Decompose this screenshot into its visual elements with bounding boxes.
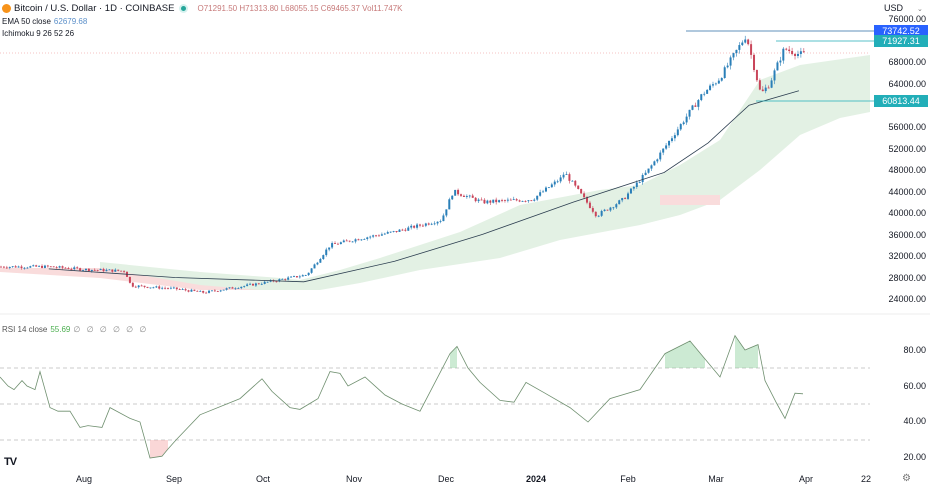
- high-label: H: [239, 4, 246, 13]
- rsi-line: [0, 334, 804, 459]
- rsi-tick: 20.00: [903, 452, 926, 462]
- time-tick: 2024: [525, 474, 547, 484]
- candlesticks: [0, 35, 805, 294]
- market-status-dot-icon: [181, 6, 187, 11]
- price-tick: 24000.00: [888, 294, 926, 304]
- price-tick: 40000.00: [888, 208, 926, 218]
- price-tag-resistance[interactable]: 71927.31: [874, 35, 928, 47]
- tradingview-logo[interactable]: TV: [4, 456, 17, 468]
- price-tick: 36000.00: [888, 230, 926, 240]
- currency-selector[interactable]: USD ⌄: [884, 3, 923, 13]
- open-value: 71291.50: [203, 4, 238, 13]
- price-tick: 64000.00: [888, 79, 926, 89]
- price-tag-support[interactable]: 60813.44: [874, 95, 928, 107]
- time-tick: Oct: [255, 474, 271, 484]
- price-tick: 68000.00: [888, 57, 926, 67]
- price-tag-high[interactable]: 73742.52: [874, 25, 928, 37]
- gear-icon[interactable]: ⚙: [902, 473, 911, 484]
- time-tick: Dec: [437, 474, 455, 484]
- rsi-fill: [150, 335, 758, 458]
- rsi-label: RSI 14 close: [2, 325, 48, 334]
- price-tick: 32000.00: [888, 251, 926, 261]
- rsi-tick: 60.00: [903, 381, 926, 391]
- ichimoku-cloud: [0, 55, 870, 290]
- price-tick: 48000.00: [888, 165, 926, 175]
- time-tick: Aug: [75, 474, 93, 484]
- price-tick: 44000.00: [888, 187, 926, 197]
- ichimoku-label: Ichimoku 9 26 52 26: [2, 29, 75, 38]
- rsi-value: 55.69: [50, 325, 71, 334]
- ema-legend[interactable]: EMA 50 close 62679.68: [2, 17, 87, 26]
- time-tick: 22: [860, 474, 872, 484]
- ema-value: 62679.68: [53, 17, 88, 26]
- rsi-tick: 80.00: [903, 345, 926, 355]
- ema-label: EMA 50 close: [2, 17, 51, 26]
- time-tick: Feb: [620, 474, 636, 484]
- low-label: L: [280, 4, 286, 13]
- low-value: 68055.15: [285, 4, 319, 13]
- ohlc-values: O71291.50 H71313.80 L68055.15 C69465.37 …: [197, 4, 402, 13]
- chevron-down-icon: ⌄: [917, 6, 923, 13]
- rsi-tick: 40.00: [903, 416, 926, 426]
- rsi-legend[interactable]: RSI 14 close 55.69 ∅ ∅ ∅ ∅ ∅ ∅: [2, 325, 148, 334]
- open-label: O: [197, 4, 204, 13]
- price-tick: 28000.00: [888, 273, 926, 283]
- symbol-title[interactable]: Bitcoin / U.S. Dollar · 1D · COINBASE: [14, 3, 175, 14]
- vol-label: Vol: [362, 4, 374, 13]
- price-tick: 56000.00: [888, 122, 926, 132]
- time-tick: Sep: [165, 474, 183, 484]
- bitcoin-icon: [2, 4, 11, 13]
- time-tick: Nov: [345, 474, 363, 484]
- currency-label: USD: [884, 3, 904, 13]
- high-value: 71313.80: [245, 4, 279, 13]
- price-tick: 76000.00: [888, 14, 926, 24]
- close-label: C: [320, 4, 327, 13]
- price-tick: 52000.00: [888, 144, 926, 154]
- close-value: 69465.37: [326, 4, 360, 13]
- rsi-na-values: ∅ ∅ ∅ ∅ ∅ ∅: [73, 325, 149, 334]
- time-tick: Mar: [708, 474, 724, 484]
- symbol-legend[interactable]: Bitcoin / U.S. Dollar · 1D · COINBASE O7…: [2, 3, 403, 14]
- time-tick: Apr: [798, 474, 814, 484]
- ema-line: [48, 90, 800, 283]
- vol-value: 11.747K: [373, 4, 403, 13]
- ichimoku-legend[interactable]: Ichimoku 9 26 52 26: [2, 29, 74, 38]
